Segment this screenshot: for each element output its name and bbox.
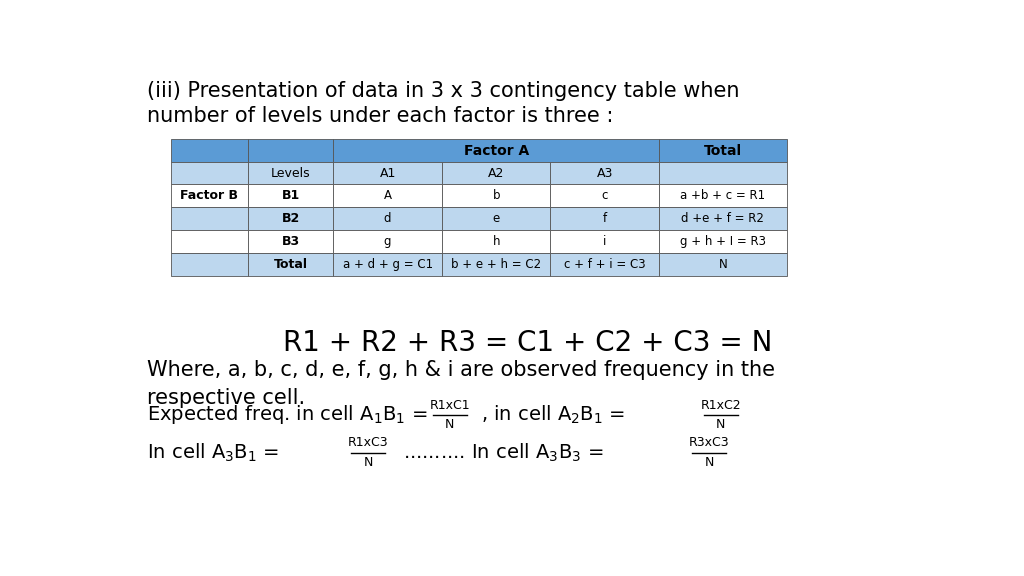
Text: Total: Total	[703, 144, 741, 158]
Text: R1xC3: R1xC3	[348, 437, 388, 449]
Text: number of levels under each factor is three :: number of levels under each factor is th…	[147, 106, 613, 126]
Text: B2: B2	[282, 212, 300, 225]
Bar	[248, 184, 334, 207]
Text: B1: B1	[282, 189, 300, 202]
Bar	[171, 162, 248, 184]
Text: , in cell $\mathregular{A_2B_1}$ =: , in cell $\mathregular{A_2B_1}$ =	[480, 404, 625, 426]
Bar	[248, 230, 334, 253]
Text: B3: B3	[282, 235, 300, 248]
Bar	[658, 162, 786, 184]
Text: respective cell.: respective cell.	[147, 388, 305, 408]
Bar	[550, 230, 658, 253]
Text: A3: A3	[596, 166, 612, 180]
Bar	[171, 139, 248, 162]
Text: A1: A1	[380, 166, 396, 180]
Text: R1 + R2 + R3 = C1 + C2 + C3 = N: R1 + R2 + R3 = C1 + C2 + C3 = N	[283, 329, 772, 357]
Bar	[334, 162, 442, 184]
Bar	[171, 184, 248, 207]
Bar	[550, 253, 658, 276]
Text: g + h + I = R3: g + h + I = R3	[680, 235, 766, 248]
Text: g: g	[384, 235, 391, 248]
Bar	[658, 184, 786, 207]
Bar	[658, 253, 786, 276]
Text: .......... In cell $\mathregular{A_3B_3}$ =: .......... In cell $\mathregular{A_3B_3}…	[403, 441, 603, 464]
Text: Total: Total	[273, 258, 308, 271]
Text: R3xC3: R3xC3	[689, 437, 729, 449]
Text: (iii) Presentation of data in 3 x 3 contingency table when: (iii) Presentation of data in 3 x 3 cont…	[147, 81, 740, 101]
Bar	[658, 139, 786, 162]
Bar	[442, 207, 550, 230]
Bar	[334, 253, 442, 276]
Text: In cell $\mathregular{A_3B_1}$ =: In cell $\mathregular{A_3B_1}$ =	[147, 441, 280, 464]
Text: d: d	[384, 212, 391, 225]
Text: b + e + h = C2: b + e + h = C2	[451, 258, 542, 271]
Text: N: N	[719, 258, 727, 271]
Bar	[442, 162, 550, 184]
Bar	[334, 230, 442, 253]
Text: R1xC1: R1xC1	[429, 399, 470, 412]
Bar	[658, 230, 786, 253]
Text: i: i	[603, 235, 606, 248]
Bar	[442, 253, 550, 276]
Text: A2: A2	[488, 166, 504, 180]
Bar	[171, 253, 248, 276]
Text: N: N	[705, 456, 714, 469]
Text: Expected freq. in cell $\mathregular{A_1B_1}$ =: Expected freq. in cell $\mathregular{A_1…	[147, 403, 428, 426]
Text: b: b	[493, 189, 500, 202]
Text: a + d + g = C1: a + d + g = C1	[343, 258, 433, 271]
Bar	[550, 184, 658, 207]
Text: N: N	[716, 418, 726, 431]
Bar	[171, 230, 248, 253]
Text: f: f	[602, 212, 606, 225]
Text: N: N	[445, 418, 455, 431]
Bar	[334, 184, 442, 207]
Text: A: A	[384, 189, 391, 202]
Bar	[334, 139, 658, 162]
Bar	[334, 207, 442, 230]
Text: Factor A: Factor A	[464, 144, 528, 158]
Bar	[171, 207, 248, 230]
Bar	[248, 253, 334, 276]
Text: Factor B: Factor B	[180, 189, 239, 202]
Text: c + f + i = C3: c + f + i = C3	[564, 258, 645, 271]
Text: c: c	[601, 189, 608, 202]
Text: Levels: Levels	[271, 166, 310, 180]
Bar	[442, 230, 550, 253]
Text: R1xC2: R1xC2	[700, 399, 741, 412]
Bar	[248, 162, 334, 184]
Bar	[442, 184, 550, 207]
Text: e: e	[493, 212, 500, 225]
Bar	[248, 207, 334, 230]
Text: d +e + f = R2: d +e + f = R2	[681, 212, 764, 225]
Text: N: N	[364, 456, 373, 469]
Text: Where, a, b, c, d, e, f, g, h & i are observed frequency in the: Where, a, b, c, d, e, f, g, h & i are ob…	[147, 360, 775, 380]
Bar	[550, 162, 658, 184]
Text: a +b + c = R1: a +b + c = R1	[680, 189, 765, 202]
Bar	[550, 207, 658, 230]
Bar	[658, 207, 786, 230]
Bar	[248, 139, 334, 162]
Text: h: h	[493, 235, 500, 248]
